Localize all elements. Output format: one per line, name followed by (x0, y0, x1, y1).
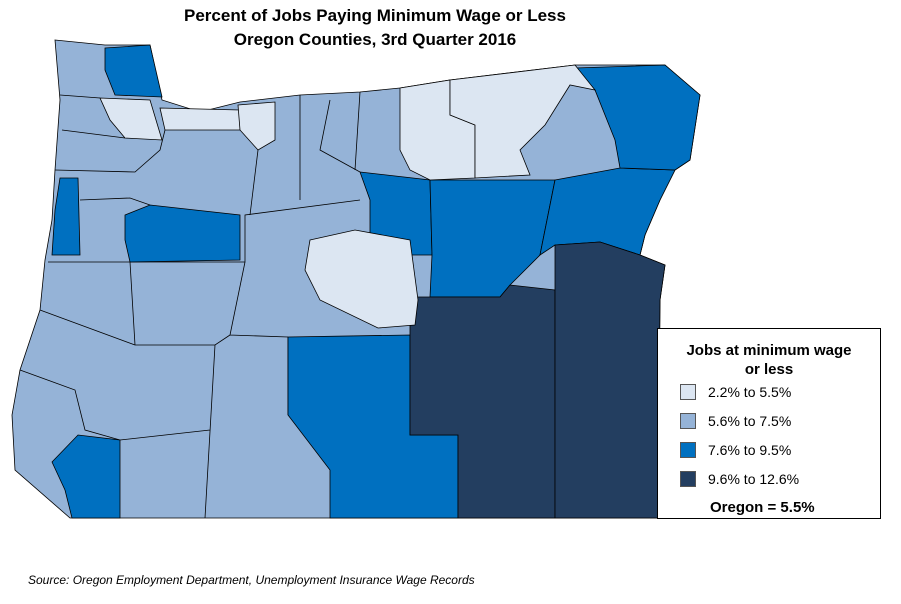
legend-item: 5.6% to 7.5% (680, 413, 791, 429)
legend: Jobs at minimum wage or less Oregon = 5.… (657, 328, 881, 519)
legend-label: 5.6% to 7.5% (708, 413, 792, 429)
legend-swatch (680, 384, 696, 400)
legend-item: 2.2% to 5.5% (680, 384, 791, 400)
title: Percent of Jobs Paying Minimum Wage or L… (184, 6, 566, 25)
county (554, 241, 666, 519)
county (304, 229, 419, 329)
county (51, 177, 81, 256)
legend-note: Oregon = 5.5% (710, 499, 815, 516)
county (104, 44, 163, 98)
legend-item: 9.6% to 12.6% (680, 471, 799, 487)
county (539, 167, 676, 256)
county (124, 204, 241, 263)
county (237, 101, 276, 151)
legend-label: 7.6% to 9.5% (708, 442, 792, 458)
legend-title: Jobs at minimum wage or less (686, 342, 852, 378)
legend-swatch (680, 413, 696, 429)
county (51, 434, 121, 519)
county (99, 97, 163, 141)
legend-swatch (680, 471, 696, 487)
county (574, 64, 701, 171)
county (159, 107, 241, 131)
source: Source: Oregon Employment Department, Un… (28, 573, 475, 587)
legend-label: 2.2% to 5.5% (708, 384, 792, 400)
county (449, 64, 596, 179)
subtitle: Oregon Counties, 3rd Quarter 2016 (233, 30, 517, 49)
legend-label: 9.6% to 12.6% (708, 471, 800, 487)
legend-item: 7.6% to 9.5% (680, 442, 791, 458)
legend-swatch (680, 442, 696, 458)
